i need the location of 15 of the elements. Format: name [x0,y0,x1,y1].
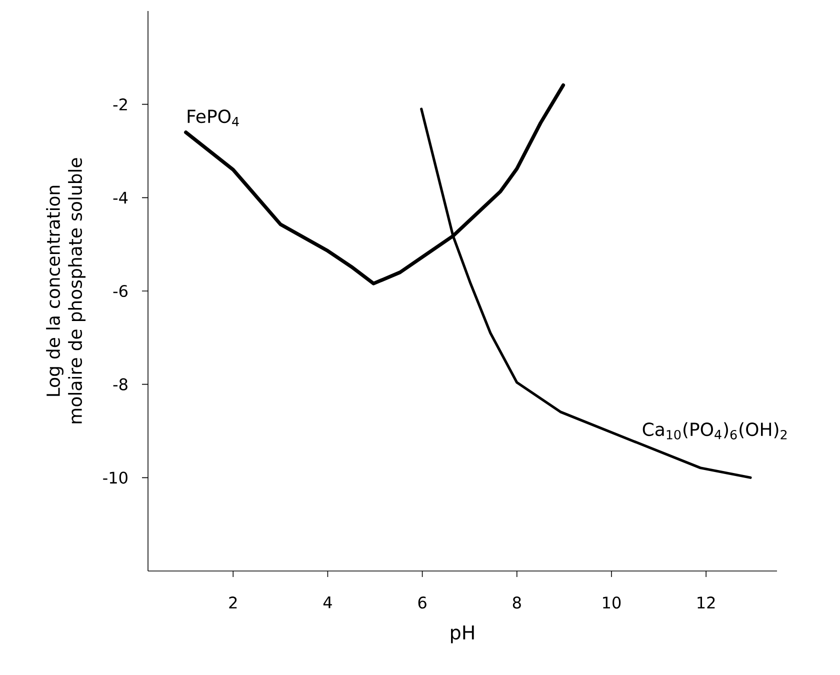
series-label: FePO$_{4}$ [188,110,239,126]
x-tick-label: 2 [229,596,237,608]
y-tick-label: -10 [103,472,128,484]
y-tick-label: -2 [113,98,127,110]
x-tick-label: 6 [418,596,426,609]
x-tick-label: 12 [698,596,715,608]
x-axis-title: pH [451,625,474,644]
y-axis-title: Log de la concentration molaire de phosphate soluble [46,158,86,424]
y-tick-label: -6 [113,284,128,298]
y-tick-label: -8 [113,378,128,390]
series-label: Ca$_{10}$(PO$_{4}$)$_{6}$(OH)$_{2}$ [642,422,787,440]
x-tick-label: 10 [603,596,621,609]
x-tick-label: 8 [512,596,521,609]
y-tick-label: -4 [113,192,128,204]
x-tick-label: 4 [323,596,332,608]
